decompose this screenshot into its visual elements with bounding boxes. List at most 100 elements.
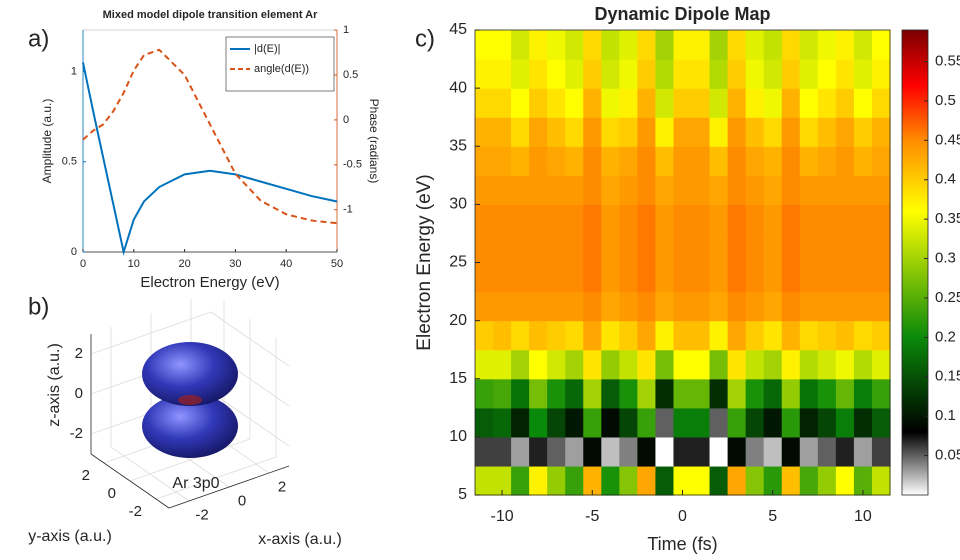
heat-cell	[871, 30, 891, 60]
heat-cell	[511, 291, 530, 322]
heat-cell	[565, 204, 584, 235]
heat-cell	[763, 30, 783, 60]
heat-cell	[601, 465, 620, 496]
heat-cell	[493, 59, 512, 89]
heat-cell	[745, 407, 765, 438]
heat-cell	[763, 262, 783, 293]
heat-cell	[529, 175, 548, 205]
heat-cell	[745, 88, 765, 118]
heat-cell	[727, 59, 747, 89]
heat-cell	[691, 378, 711, 409]
heat-cell	[529, 88, 548, 118]
heat-cell	[619, 465, 638, 496]
heat-cell	[763, 175, 783, 205]
heat-cell	[799, 465, 819, 496]
heat-cell	[763, 407, 783, 438]
heat-cell	[673, 146, 693, 176]
heat-cell	[853, 117, 873, 147]
heat-cell	[655, 233, 675, 264]
heat-cell	[745, 465, 765, 496]
heat-cell	[727, 320, 747, 351]
heat-cell	[853, 349, 873, 380]
heat-cell	[727, 465, 747, 496]
heat-cell	[727, 349, 747, 380]
heat-cell	[745, 59, 765, 89]
heat-cell	[601, 204, 620, 235]
colorbar-tick-label: 0.45	[935, 131, 960, 148]
heat-cell	[799, 204, 819, 235]
y-axis-label: Amplitude (a.u.)	[40, 99, 54, 184]
heat-cell	[799, 175, 819, 205]
heat-cell	[745, 233, 765, 264]
heat-cell	[871, 262, 891, 293]
heat-cell	[799, 117, 819, 147]
heat-cell	[583, 436, 602, 467]
heat-cell	[799, 262, 819, 293]
heat-cell	[601, 146, 620, 176]
x-tick-label: 20	[178, 258, 190, 270]
heat-cell	[583, 465, 602, 496]
colorbar-tick-label: 0.25	[935, 289, 960, 306]
colorbar-tick-label: 0.05	[935, 447, 960, 464]
heat-cell	[655, 262, 675, 293]
heat-cell	[673, 436, 693, 467]
heat-cell	[709, 436, 729, 467]
heat-cell	[619, 262, 638, 293]
heat-cell	[817, 30, 837, 60]
heat-cell	[691, 117, 711, 147]
heat-cell	[655, 320, 675, 351]
z-tick-label: -2	[70, 425, 83, 442]
heat-cell	[709, 88, 729, 118]
x-tick-label: 0	[238, 492, 246, 509]
heat-cell	[619, 436, 638, 467]
heat-cell	[871, 465, 891, 496]
heat-cell	[583, 378, 602, 409]
heat-cell	[529, 204, 548, 235]
x-tick-label: 10	[854, 508, 872, 525]
heat-cell	[547, 262, 566, 293]
heat-cell	[655, 88, 675, 118]
heat-cell	[529, 262, 548, 293]
heat-cell	[637, 320, 657, 351]
heat-cell	[493, 262, 512, 293]
legend-box	[225, 36, 335, 92]
heat-cell	[673, 291, 693, 322]
y-tick-label: 15	[449, 370, 467, 387]
heat-cell	[853, 465, 873, 496]
heat-cell	[565, 436, 584, 467]
heat-cell	[817, 88, 837, 118]
heat-cell	[871, 233, 891, 264]
heat-cell	[547, 407, 566, 438]
heat-cell	[853, 204, 873, 235]
orbital-core	[178, 395, 202, 405]
heat-cell	[799, 349, 819, 380]
heat-cell	[619, 320, 638, 351]
heat-cell	[871, 146, 891, 176]
heat-cell	[547, 175, 566, 205]
colorbar-tick-label: 0.4	[935, 171, 956, 188]
heat-cell	[583, 146, 602, 176]
heat-cell	[763, 436, 783, 467]
heat-cell	[655, 175, 675, 205]
heat-cell	[673, 59, 693, 89]
heat-cell	[475, 175, 494, 205]
heat-cell	[727, 436, 747, 467]
heat-cell	[745, 30, 765, 60]
x-tick-label: 10	[128, 258, 140, 270]
heat-cell	[619, 204, 638, 235]
heat-cell	[817, 407, 837, 438]
data-line	[82, 62, 338, 256]
heat-cell	[601, 117, 620, 147]
heat-cell	[475, 117, 494, 147]
y-tick-label: 40	[449, 79, 467, 96]
heat-cell	[637, 204, 657, 235]
heat-cell	[475, 465, 494, 496]
heat-cell	[835, 291, 855, 322]
heat-cell	[475, 204, 494, 235]
colorbar-tick-label: 0.35	[935, 210, 960, 227]
heat-cell	[763, 465, 783, 496]
grid-line	[155, 456, 277, 500]
heat-cell	[817, 436, 837, 467]
heat-cell	[871, 175, 891, 205]
y-tick-label: 30	[449, 196, 467, 213]
